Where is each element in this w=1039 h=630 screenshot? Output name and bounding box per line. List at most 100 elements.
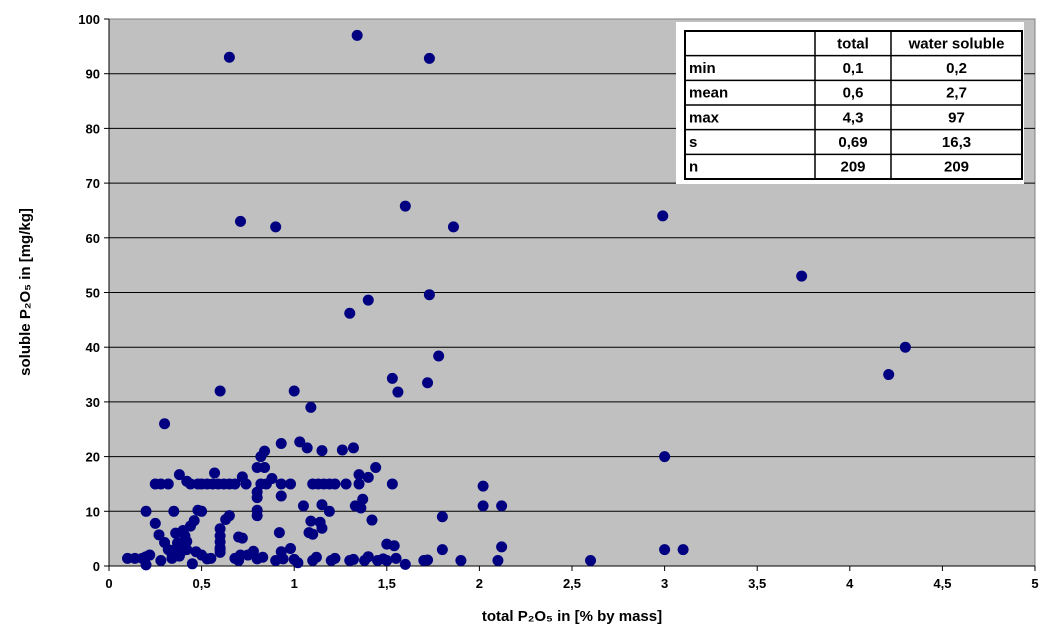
data-point [305, 401, 317, 413]
data-point [168, 505, 180, 517]
data-point [659, 451, 671, 463]
data-point [433, 350, 445, 362]
data-point [423, 289, 435, 301]
x-tick-labels: 0 0,5 1 1,5 2 2,5 3 3,5 4 4,5 5 [105, 566, 1039, 591]
data-point [288, 385, 300, 397]
data-point [251, 486, 263, 498]
stats-cell: mean [689, 85, 728, 102]
y-tick-label: 30 [86, 395, 100, 410]
y-tick-label: 60 [86, 231, 100, 246]
data-point [316, 499, 328, 511]
data-point [422, 377, 434, 389]
data-point [155, 555, 167, 567]
data-point [340, 478, 352, 490]
data-point [477, 500, 489, 512]
stats-table-lines [685, 31, 1022, 179]
data-point [366, 514, 378, 526]
data-point [140, 559, 152, 571]
data-point [316, 445, 328, 457]
stats-table-frame [676, 22, 1024, 184]
x-tick-label: 3,5 [748, 576, 766, 591]
data-point [336, 444, 348, 456]
stats-table-cells: total water soluble min 0,1 0,2 mean 0,6 2,7 max… [689, 35, 1004, 175]
data-point [247, 545, 259, 557]
data-point [357, 493, 369, 505]
y-tick-label: 40 [86, 340, 100, 355]
y-tick-label: 50 [86, 286, 100, 301]
data-point [496, 541, 508, 553]
data-point [392, 386, 404, 398]
y-tick-label: 80 [86, 121, 100, 136]
y-tick-label: 90 [86, 67, 100, 82]
data-point [275, 490, 287, 502]
data-point [447, 221, 459, 233]
data-point [677, 544, 689, 556]
data-point [323, 505, 335, 517]
data-point [181, 475, 193, 487]
data-point [153, 529, 165, 541]
stats-cell: 209 [944, 159, 969, 176]
stats-cell: 209 [840, 159, 865, 176]
data-point [223, 510, 235, 522]
x-tick-label: 1,5 [378, 576, 396, 591]
data-point [585, 555, 597, 567]
data-point [196, 505, 208, 517]
y-tick-labels: 0 10 20 30 40 50 60 70 80 90 100 [78, 12, 109, 574]
data-point [168, 544, 180, 556]
data-point [251, 504, 263, 516]
data-point [236, 471, 248, 483]
data-point [190, 546, 202, 558]
x-axis-title: total P₂O₅ in [% by mass] [482, 608, 662, 625]
data-point [162, 478, 174, 490]
data-point [659, 544, 671, 556]
data-point [422, 554, 434, 566]
data-point [275, 437, 287, 449]
stats-header-cell: water soluble [908, 35, 1005, 52]
data-point [181, 544, 193, 556]
data-point [307, 528, 319, 540]
data-point [144, 549, 156, 561]
stats-cell: 0,69 [838, 134, 867, 151]
stats-table: total water soluble min 0,1 0,2 mean 0,6 2,7 max… [676, 22, 1024, 184]
data-point [236, 532, 248, 544]
stats-cell: 2,7 [946, 85, 967, 102]
y-axis-title: soluble P₂O₅ in [mg/kg] [17, 208, 34, 376]
data-point [259, 462, 271, 474]
data-point [390, 552, 402, 564]
data-point [344, 307, 356, 319]
stats-cell: s [689, 134, 697, 151]
data-point [657, 210, 669, 222]
x-tick-label: 2,5 [563, 576, 581, 591]
data-point [209, 467, 221, 479]
data-point [386, 478, 398, 490]
data-point [423, 52, 435, 64]
data-point [347, 553, 359, 565]
data-point [277, 553, 289, 565]
data-point [377, 553, 389, 565]
data-point [270, 221, 282, 233]
data-point [310, 551, 322, 563]
data-point [214, 544, 226, 556]
data-point [329, 478, 341, 490]
x-tick-label: 4,5 [933, 576, 951, 591]
data-point [273, 527, 285, 539]
data-point [297, 500, 309, 512]
data-point [266, 472, 278, 484]
data-point [257, 551, 269, 563]
stats-cell: 0,6 [843, 85, 864, 102]
data-point [496, 500, 508, 512]
y-tick-label: 70 [86, 176, 100, 191]
data-point [436, 544, 448, 556]
x-tick-label: 3 [661, 576, 668, 591]
y-tick-label: 20 [86, 450, 100, 465]
data-point [386, 372, 398, 384]
x-tick-label: 0 [105, 576, 112, 591]
data-point [140, 505, 152, 517]
data-point [399, 200, 411, 212]
data-point [362, 551, 374, 563]
data-point [455, 555, 467, 567]
y-tick-label: 0 [93, 559, 100, 574]
stats-cell: 16,3 [942, 134, 971, 151]
data-point [173, 469, 185, 481]
